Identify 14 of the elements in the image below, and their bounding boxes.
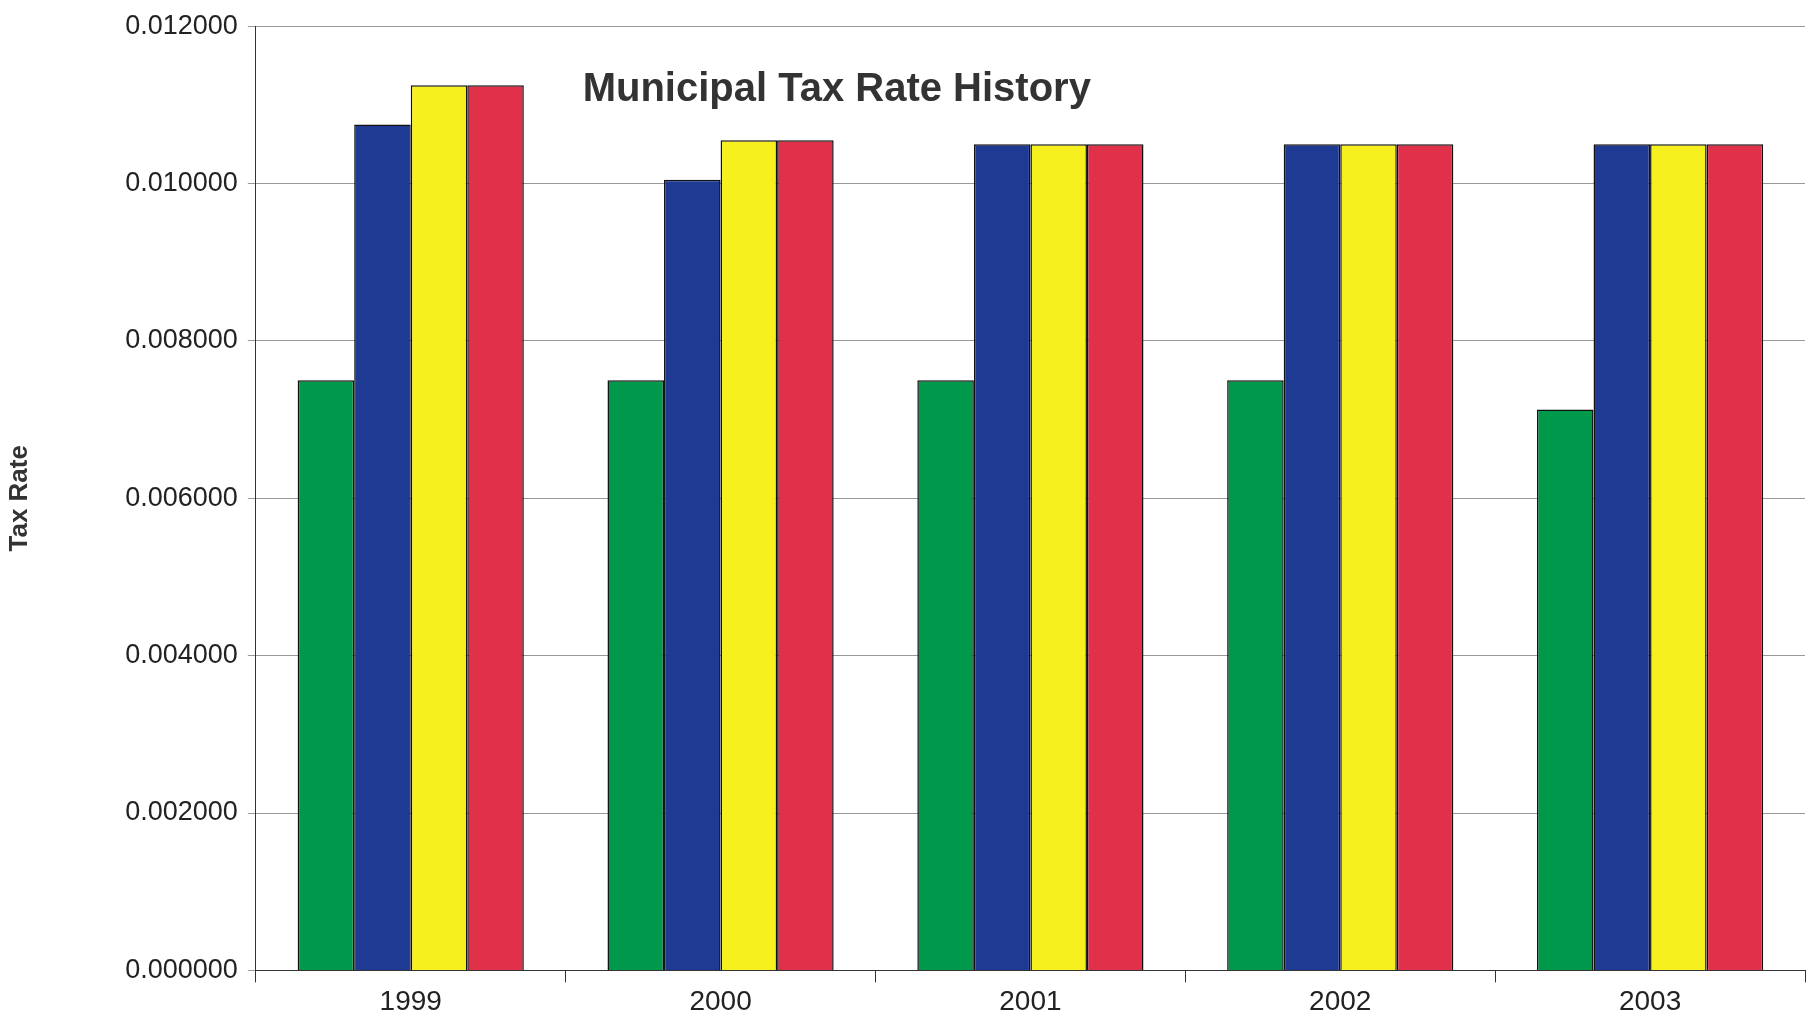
y-tick-label: 0.012000 — [125, 9, 238, 40]
x-tick-label: 1999 — [379, 984, 442, 1016]
text: Municipal Tax Rate History — [582, 65, 1092, 110]
x-tick-label: 2002 — [1309, 984, 1372, 1016]
x-tick-label: 2003 — [1618, 984, 1682, 1016]
y-tick-label: 0.004000 — [125, 639, 238, 670]
y-axis-title: Tax Rate — [2, 445, 33, 552]
x-tick-label: 2001 — [999, 984, 1062, 1016]
x-tick-label: 2000 — [689, 984, 752, 1016]
y-tick-label: 0.000000 — [125, 953, 238, 984]
y-tick-label: 0.002000 — [125, 796, 238, 827]
y-tick-label: 0.008000 — [125, 324, 238, 355]
y-tick-label: 0.010000 — [125, 167, 238, 198]
y-tick-label: 0.006000 — [125, 481, 238, 512]
